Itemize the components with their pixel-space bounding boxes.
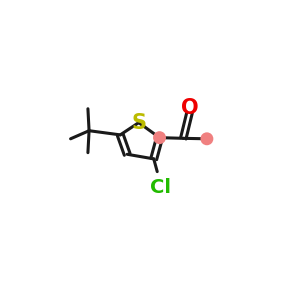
Text: S: S [131, 112, 146, 133]
Text: Cl: Cl [150, 178, 171, 197]
Circle shape [153, 131, 166, 144]
Circle shape [200, 132, 213, 145]
Text: O: O [181, 98, 199, 118]
